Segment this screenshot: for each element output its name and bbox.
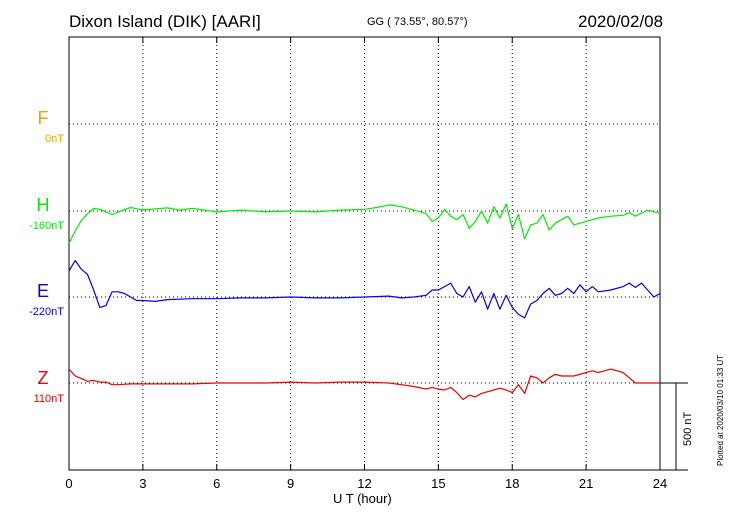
scale-bar-label: 500 nT	[682, 411, 694, 446]
trace-e	[68, 259, 661, 319]
station-title: Dixon Island (DIK) [AARI]	[69, 12, 261, 31]
x-tick-label: 21	[579, 476, 593, 491]
station-coordinates: GG ( 73.55°, 80.57°)	[367, 16, 468, 28]
plot-date: 2020/02/08	[578, 12, 664, 31]
x-axis-label: U T (hour)	[333, 491, 392, 506]
scale-bar	[660, 382, 688, 471]
trace-lines	[68, 203, 661, 401]
x-tick-label: 9	[287, 476, 294, 491]
series-name-h: H	[37, 195, 50, 215]
x-tick-label: 24	[653, 476, 667, 491]
series-labels: F 0nT H -160nT E -220nT Z 110nT	[29, 108, 64, 405]
series-offset-f: 0nT	[45, 133, 64, 145]
series-offset-e: -220nT	[29, 306, 64, 318]
x-tick-label: 18	[505, 476, 519, 491]
series-name-e: E	[37, 281, 49, 301]
x-tick-label: 3	[139, 476, 146, 491]
trace-h	[68, 203, 661, 244]
x-axis: 0 3 6 9 12 15 18 21 24	[65, 37, 667, 491]
series-offset-h: -160nT	[29, 220, 64, 232]
series-name-f: F	[38, 108, 49, 128]
plotted-timestamp: Plotted at 2020/03/10 01:33 UT	[716, 354, 725, 466]
x-tick-label: 12	[357, 476, 371, 491]
x-tick-label: 0	[65, 476, 72, 491]
trace-z	[68, 368, 660, 401]
x-tick-label: 6	[213, 476, 220, 491]
series-name-z: Z	[38, 368, 49, 388]
grid-lines	[69, 37, 660, 470]
x-tick-label: 15	[431, 476, 445, 491]
series-offset-z: 110nT	[34, 393, 65, 405]
